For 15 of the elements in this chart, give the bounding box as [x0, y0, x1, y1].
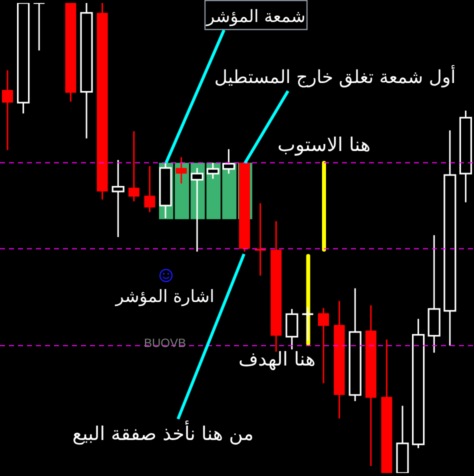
ref-line-label: هنا الهدف	[238, 348, 316, 371]
candlestick	[286, 308, 298, 350]
annotation: اشارة المؤشر	[114, 287, 214, 307]
candlestick	[34, 3, 45, 52]
candlestick	[206, 162, 220, 180]
annotation: من هنا نأخذ صفقة البيع	[72, 420, 254, 445]
candlestick	[128, 130, 140, 202]
candlestick	[318, 307, 329, 384]
annotation: شمعة المؤشر	[206, 7, 306, 27]
annotation: BUOVB	[144, 336, 186, 350]
candlestick	[2, 69, 13, 151]
annotation: أول شمعة تغلق خارج المستطيل	[214, 65, 456, 88]
candlestick	[112, 159, 124, 238]
ref-line-label: هنا الاستوب	[277, 134, 371, 156]
candlestick	[144, 165, 156, 213]
